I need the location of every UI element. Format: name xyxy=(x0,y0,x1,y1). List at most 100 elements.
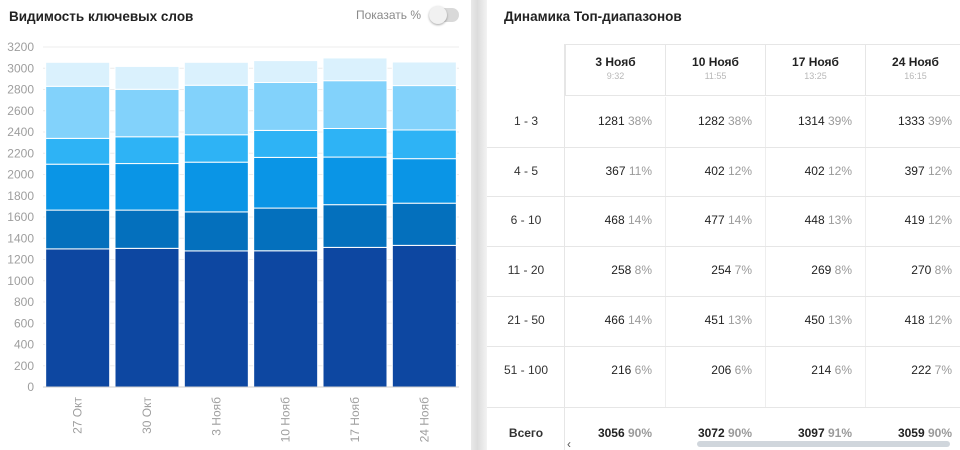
bar-segment xyxy=(114,88,180,138)
x-tick-label: 30 Окт xyxy=(140,397,154,434)
column-separator xyxy=(765,97,766,408)
table-cell: 1314 39% xyxy=(765,114,865,128)
row-label: 6 - 10 xyxy=(510,213,542,228)
row-label: 51 - 100 xyxy=(503,362,549,377)
row-separator xyxy=(487,345,960,347)
table-cell: 1333 39% xyxy=(865,114,960,128)
table-cell: 418 12% xyxy=(865,313,960,327)
y-tick-label: 2000 xyxy=(7,168,34,182)
x-tick-label: 27 Окт xyxy=(71,397,85,434)
horizontal-scrollbar[interactable] xyxy=(697,441,950,447)
cell-percent: 39% xyxy=(827,114,852,128)
bar-segment xyxy=(253,207,319,252)
cell-value: 418 xyxy=(904,312,928,327)
cell-value: 419 xyxy=(904,213,928,228)
cell-percent: 7% xyxy=(934,362,952,377)
table-cell: 402 12% xyxy=(665,164,765,178)
column-header[interactable]: 24 Нояб 16:15 xyxy=(865,45,960,96)
cell-percent: 13% xyxy=(727,312,752,327)
bar-segment xyxy=(322,156,388,206)
column-date: 10 Нояб xyxy=(692,55,739,69)
table-cell: 214 6% xyxy=(765,363,865,377)
table-cell: 1282 38% xyxy=(665,114,765,128)
cell-percent: 14% xyxy=(627,213,652,228)
bar-segment xyxy=(183,250,249,388)
row-separator xyxy=(487,407,960,408)
cell-value: 3097 xyxy=(797,426,828,440)
cell-percent: 6% xyxy=(634,362,652,377)
table-cell: 466 14% xyxy=(565,313,665,327)
cell-percent: 12% xyxy=(727,163,752,178)
total-row-label: Всего xyxy=(508,426,544,440)
cell-percent: 12% xyxy=(927,163,952,178)
bar-segment xyxy=(114,247,180,388)
percent-toggle-group: Показать % xyxy=(355,6,459,24)
table-cell: 270 8% xyxy=(865,263,960,277)
bar-segment xyxy=(391,202,457,246)
column-separator xyxy=(665,97,666,408)
bar-segment xyxy=(253,156,319,209)
cell-percent: 13% xyxy=(827,213,852,228)
cell-value: 397 xyxy=(904,163,928,178)
row-separator xyxy=(487,196,960,198)
cell-value: 466 xyxy=(604,312,628,327)
cell-percent: 6% xyxy=(734,362,752,377)
bar-segment xyxy=(114,136,180,165)
cell-value: 3059 xyxy=(897,426,928,440)
bar-segment xyxy=(183,134,249,163)
bar-segment xyxy=(391,244,457,388)
cell-percent: 38% xyxy=(727,114,752,128)
cell-value: 1281 xyxy=(597,114,628,128)
cell-percent: 14% xyxy=(627,312,652,327)
table-cell: 468 14% xyxy=(565,213,665,227)
bar-segment xyxy=(183,161,249,213)
y-tick-label: 2200 xyxy=(7,146,34,160)
x-tick-label: 24 Нояб xyxy=(417,397,431,443)
percent-toggle-label: Показать % xyxy=(355,8,421,22)
top-ranges-panel: Динамика Топ-диапазонов 3 Нояб 9:32 10 Ноя… xyxy=(487,0,960,450)
scroll-left-icon[interactable]: ‹ xyxy=(567,437,571,450)
cell-value: 450 xyxy=(804,312,828,327)
y-tick-label: 1600 xyxy=(7,210,34,224)
bar-segment xyxy=(114,65,180,90)
keyword-visibility-panel: 0 200 400 600 800 1000 1200 1400 1600 1800 2000 220… xyxy=(0,0,471,450)
cell-percent: 91% xyxy=(827,426,852,440)
x-tick-label: 3 Нояб xyxy=(209,397,223,436)
total-cell: 3056 90% xyxy=(565,426,665,440)
column-header[interactable]: 17 Нояб 13:25 xyxy=(765,45,865,96)
column-header[interactable]: 3 Нояб 9:32 xyxy=(565,45,665,96)
cell-percent: 8% xyxy=(634,263,652,278)
cell-percent: 90% xyxy=(727,426,752,440)
y-tick-label: 800 xyxy=(14,295,34,309)
column-time: 11:55 xyxy=(704,71,727,81)
column-header[interactable]: 10 Нояб 11:55 xyxy=(665,45,765,96)
cell-value: 206 xyxy=(711,362,735,377)
bar-segment xyxy=(45,61,111,87)
total-cell: 3059 90% xyxy=(865,426,960,440)
y-tick-label: 1000 xyxy=(7,274,34,288)
cell-percent: 8% xyxy=(934,263,952,278)
cell-percent: 12% xyxy=(927,213,952,228)
cell-value: 214 xyxy=(811,362,835,377)
bar-segment xyxy=(183,61,249,86)
column-date: 3 Нояб xyxy=(595,55,636,69)
x-tick-label: 17 Нояб xyxy=(348,397,362,443)
table-cell: 206 6% xyxy=(665,363,765,377)
percent-toggle[interactable] xyxy=(429,6,459,24)
row-label: 21 - 50 xyxy=(507,312,545,327)
cell-percent: 11% xyxy=(628,163,652,178)
bar-segment xyxy=(183,211,249,252)
bar-segment xyxy=(322,204,388,248)
table-cell: 451 13% xyxy=(665,313,765,327)
table-cell: 477 14% xyxy=(665,213,765,227)
panel-divider[interactable] xyxy=(471,0,487,450)
column-date: 17 Нояб xyxy=(792,55,839,69)
table-cell: 448 13% xyxy=(765,213,865,227)
cell-value: 402 xyxy=(804,163,828,178)
cell-value: 1282 xyxy=(697,114,728,128)
bar-segment xyxy=(391,129,457,160)
cell-percent: 12% xyxy=(827,163,852,178)
bar-segment xyxy=(45,248,111,388)
ranges-table: 3 Нояб 9:32 10 Нояб 11:55 17 Нояб 13:25 24 Ноя… xyxy=(487,44,960,450)
cell-percent: 8% xyxy=(834,263,852,278)
